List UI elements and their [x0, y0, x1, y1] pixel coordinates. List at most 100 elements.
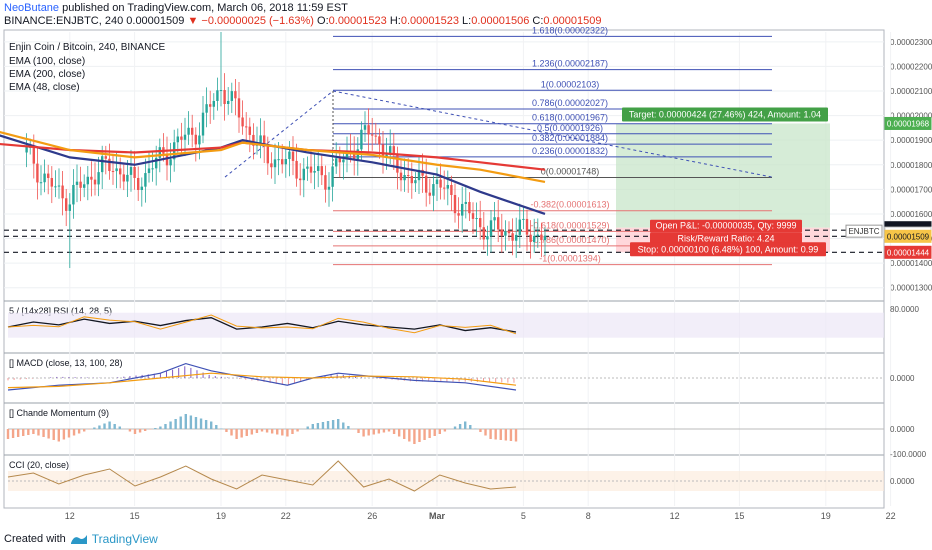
target-label-box	[622, 107, 828, 122]
stop-label: Stop: 0.00000100 (6.48%) 100, Amount: 0.…	[638, 244, 819, 254]
candle-body	[320, 166, 323, 176]
close-label: C:	[532, 15, 544, 27]
candle-body	[540, 234, 543, 241]
legend-ema200[interactable]: EMA (200, close)	[9, 69, 86, 80]
candle-body	[410, 176, 413, 184]
candle-body	[302, 168, 305, 181]
target-zone	[616, 123, 830, 228]
candle-body	[126, 174, 129, 182]
candle-body	[428, 192, 431, 196]
candle-body	[529, 234, 532, 243]
time-tick-label: 26	[367, 511, 377, 521]
candle-body	[363, 125, 367, 130]
legend-ema48[interactable]: EMA (48, close)	[9, 82, 80, 93]
candle-body	[367, 125, 370, 135]
candle-body	[263, 135, 266, 147]
candle-body	[399, 172, 403, 181]
candle-body	[266, 146, 269, 164]
candle-body	[86, 176, 89, 185]
candle-body	[464, 201, 467, 204]
cci-band	[8, 471, 884, 491]
price-badge-box	[884, 116, 932, 130]
indicator-title: 5 / [14x28] RSI (14, 28, 5)	[9, 306, 112, 316]
candle-body	[90, 176, 93, 180]
candle-body	[270, 163, 273, 168]
fib-level-label: -0.786(0.00001470)	[530, 235, 609, 245]
candle-body	[65, 198, 68, 211]
candle-body	[493, 217, 496, 221]
candle-body	[79, 181, 82, 188]
time-tick-label: 19	[821, 511, 831, 521]
stop-label-box	[630, 242, 826, 257]
candle-body	[187, 127, 190, 135]
candle-body	[486, 236, 489, 240]
indicator-tick-label: 0.0000	[890, 477, 915, 486]
candle-body	[32, 146, 35, 164]
chart-title: Enjin Coin / Bitcoin, 240, BINANCE	[9, 42, 166, 53]
candle-body	[309, 166, 313, 173]
candle-body	[183, 134, 187, 140]
candle-body	[137, 177, 140, 190]
indicator-tick-label: -100.0000	[890, 450, 927, 459]
candle-body	[212, 100, 215, 107]
candle-body	[313, 170, 316, 173]
author-name[interactable]: NeoButane	[4, 2, 60, 14]
candle-body	[353, 152, 356, 160]
candle-body	[115, 168, 118, 172]
candle-body	[414, 180, 417, 184]
candle-body	[104, 156, 107, 159]
candle-body	[536, 234, 539, 236]
high-label: H:	[389, 15, 401, 27]
candle-body	[25, 147, 28, 153]
candle-body	[68, 204, 71, 211]
fib-level-label: 0.786(0.00002027)	[532, 98, 608, 108]
candle-body	[205, 104, 208, 113]
tradingview-brand[interactable]: TradingView	[91, 532, 158, 546]
fib-level-label: 0.5(0.00001926)	[537, 123, 603, 133]
rsi-band	[8, 312, 884, 338]
legend-ema100[interactable]: EMA (100, close)	[9, 56, 86, 67]
candle-body	[515, 234, 518, 241]
candle-body	[533, 235, 536, 243]
candle-body	[453, 194, 457, 214]
candle-body	[36, 163, 39, 183]
candle-body	[345, 150, 349, 160]
candle-body	[439, 179, 442, 188]
indicator-tick-label: 0.0000	[890, 425, 915, 434]
candle-body	[57, 185, 61, 187]
rr-label: Risk/Reward Ratio: 4.24	[677, 234, 774, 244]
time-tick-label: 22	[281, 511, 291, 521]
candle-body	[277, 159, 280, 161]
candle-body	[83, 184, 86, 188]
candle-body	[147, 168, 151, 174]
fib-level-label: -0.618(0.00001529)	[530, 220, 609, 230]
candle-body	[461, 203, 464, 216]
candle-body	[525, 218, 529, 235]
candle-body	[479, 218, 482, 228]
price-badge: 0.00001444	[887, 248, 930, 257]
symbol-tag-box	[845, 224, 883, 238]
candle-body	[389, 146, 392, 155]
price-tick-label: 0.00001600	[890, 210, 932, 219]
macd-line	[7, 362, 517, 391]
candle-body	[54, 186, 57, 188]
candle-body	[392, 146, 395, 155]
fib-level-label: -1(0.00001394)	[539, 254, 601, 264]
candle-body	[223, 90, 226, 104]
fib-level-label: 1.618(0.00002322)	[532, 25, 608, 35]
candle-body	[385, 154, 388, 157]
time-tick-label: 5	[521, 511, 526, 521]
candle-body	[119, 168, 122, 175]
candle-body	[306, 166, 309, 169]
candle-body	[295, 160, 298, 179]
candle-body	[378, 136, 381, 145]
candle-body	[327, 186, 331, 190]
candle-body	[216, 90, 219, 101]
macd-signal-line	[7, 372, 517, 389]
candle-body	[158, 147, 161, 158]
price-badge-box	[884, 245, 932, 259]
price-tick-label: 0.00002300	[890, 38, 932, 47]
price-badge: 0.00001968	[887, 119, 930, 128]
time-tick-label: 22	[886, 511, 896, 521]
